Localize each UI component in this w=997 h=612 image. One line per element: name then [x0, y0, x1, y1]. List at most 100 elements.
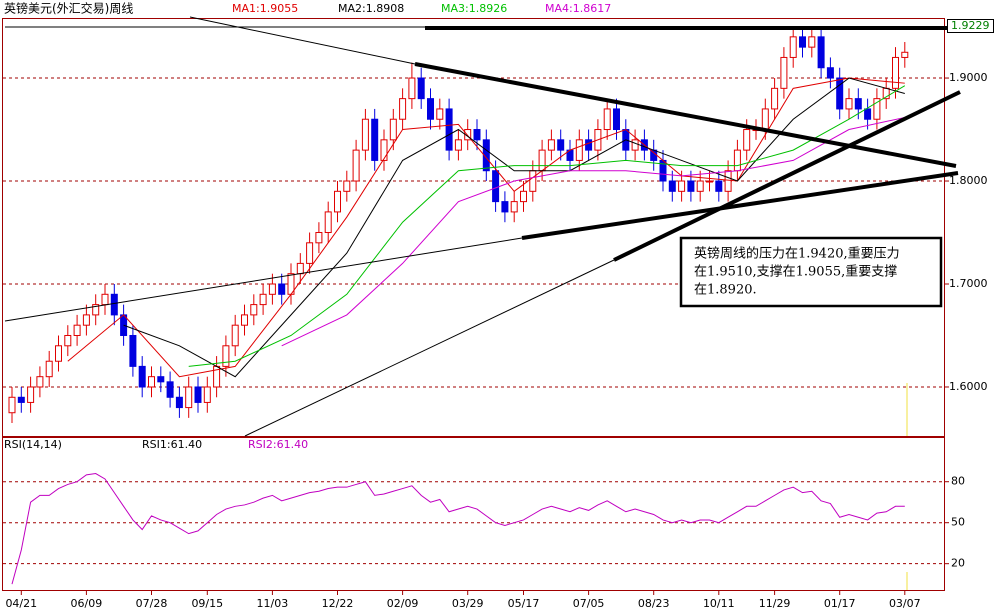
y-tick-label: 1.9000: [949, 71, 988, 84]
candle-body: [371, 118, 379, 161]
candle-body: [538, 149, 546, 172]
legend-entry: MA1:1.9055: [232, 2, 298, 15]
x-tick-label: 10/11: [703, 597, 735, 610]
candle-body: [482, 139, 490, 172]
candle-body: [324, 211, 332, 234]
candle-body: [352, 149, 360, 182]
candle-body: [715, 180, 723, 192]
candle-body: [427, 98, 434, 120]
candle-body: [529, 170, 537, 192]
candle-body: [129, 334, 137, 367]
candle-body: [761, 108, 769, 131]
x-tick-label: 09/15: [191, 597, 223, 610]
main-panel-frame: [2, 18, 945, 437]
x-tick-label: 11/03: [257, 597, 289, 610]
candle-body: [585, 139, 593, 151]
candle-body: [241, 314, 248, 326]
x-tick-label: 06/09: [71, 597, 103, 610]
candle-body: [789, 36, 797, 58]
candle-body: [334, 190, 341, 213]
legend-entry: MA2:1.8908: [338, 2, 404, 15]
ma-line: [67, 77, 905, 378]
ma-line: [188, 85, 906, 367]
rsi-label: RSI2:61.40: [248, 438, 308, 451]
candle-body: [817, 36, 825, 69]
trend-lines: [4, 16, 961, 437]
y-tick-label: 20: [951, 557, 965, 570]
candle-body: [603, 108, 611, 131]
candle-body: [389, 118, 397, 141]
candle-body: [73, 324, 81, 336]
x-tick-label: 03/29: [452, 597, 484, 610]
candle-body: [892, 56, 899, 89]
candle-body: [399, 98, 407, 120]
candle-body: [185, 386, 193, 409]
candle-body: [771, 87, 779, 110]
legend-entry: MA3:1.8926: [441, 2, 507, 15]
trend-line: [4, 237, 523, 322]
candle-body: [92, 304, 100, 316]
x-tick-label: 05/17: [508, 597, 540, 610]
candle-body: [296, 262, 304, 275]
candle-body: [315, 232, 323, 244]
candle-body: [259, 293, 267, 306]
candle-body: [826, 67, 834, 79]
note-line: 在1.8920.: [694, 283, 757, 298]
candle-body: [492, 170, 500, 203]
x-tick-label: 02/09: [387, 597, 419, 610]
trend-line: [244, 259, 615, 437]
candle-body: [343, 180, 351, 192]
candle-body: [873, 98, 881, 120]
candle-body: [203, 386, 211, 403]
candle-body: [743, 129, 751, 151]
candle-body: [613, 108, 620, 131]
candle-body: [864, 108, 872, 120]
candle-body: [231, 324, 239, 347]
x-tick-label: 11/29: [759, 597, 791, 610]
candle-body: [8, 396, 16, 414]
candle-body: [175, 396, 183, 409]
candle-body: [575, 139, 583, 161]
legend-entry: MA4:1.8617: [545, 2, 611, 15]
x-tick-label: 07/28: [136, 597, 168, 610]
x-tick-label: 03/07: [889, 597, 921, 610]
candle-body: [101, 293, 109, 306]
candle-body: [138, 365, 146, 388]
trend-line: [414, 62, 957, 168]
candle-body: [436, 108, 444, 120]
candle-body: [854, 98, 862, 110]
candle-body: [445, 108, 453, 151]
candle-body: [454, 139, 462, 151]
candle-body: [157, 376, 165, 383]
candle-body: [668, 180, 676, 192]
candle-body: [845, 98, 853, 110]
candle-body: [780, 56, 788, 89]
candle-body: [901, 51, 909, 58]
trend-line: [521, 171, 959, 240]
candle-body: [631, 139, 639, 151]
trend-line: [189, 16, 416, 65]
y-tick-label: 80: [951, 475, 965, 488]
candle-body: [724, 170, 732, 192]
candle-body: [510, 201, 518, 213]
rsi-title: RSI(14,14): [4, 438, 62, 451]
x-tick-label: 04/21: [5, 597, 37, 610]
candle-body: [166, 381, 174, 398]
candle-body: [17, 396, 25, 403]
candle-body: [808, 36, 816, 48]
candle-body: [306, 242, 314, 264]
x-tick-label: 07/05: [573, 597, 605, 610]
rsi-panel-frame: [2, 437, 945, 591]
x-tick-label: 01/17: [824, 597, 856, 610]
candle-body: [547, 139, 555, 151]
candle-body: [45, 360, 53, 378]
candle-body: [417, 77, 425, 100]
candle-body: [520, 190, 527, 203]
candle-body: [473, 129, 481, 141]
y-tick-label: 1.6000: [949, 380, 988, 393]
candle-body: [222, 345, 230, 367]
y-tick-label: 1.7000: [949, 277, 988, 290]
ma-line: [281, 116, 905, 347]
rsi-label: RSI1:61.40: [142, 438, 202, 451]
candle-body: [836, 77, 844, 110]
